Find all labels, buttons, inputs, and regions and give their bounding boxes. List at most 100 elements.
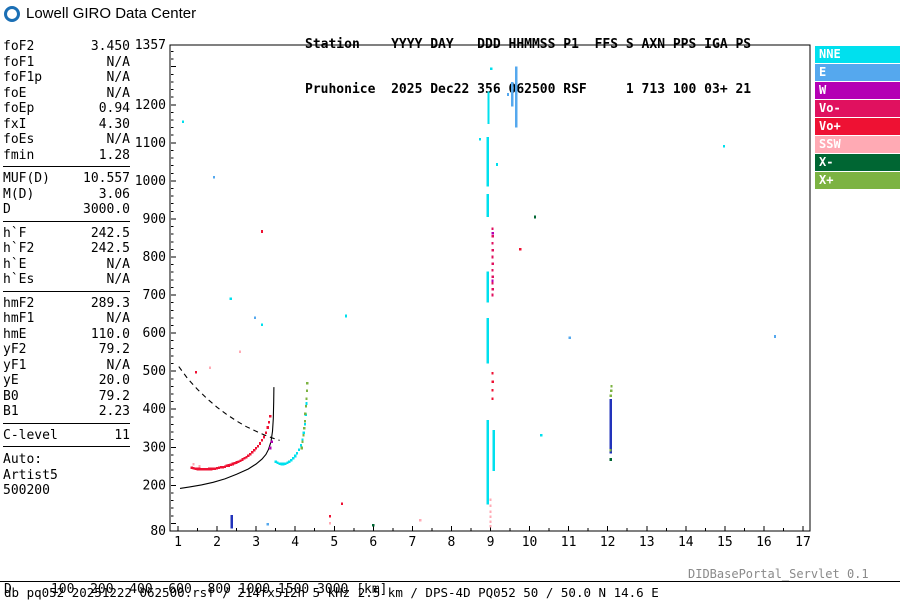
echo-strip-rfi-9p6mhz bbox=[511, 81, 514, 107]
y-tick-label: 1200 bbox=[135, 98, 166, 113]
legend-item-nne: NNE bbox=[815, 46, 900, 63]
echo-dot-o-trace bbox=[190, 466, 193, 470]
echo-dot-o-trace bbox=[194, 467, 197, 470]
echo-dot-noise-ssw bbox=[489, 515, 492, 519]
echo-dot-noise-nne bbox=[229, 297, 232, 301]
legend-item-voplus: Vo+ bbox=[815, 118, 900, 135]
parameter-row-h`f2: h`F2 242.5 bbox=[3, 241, 130, 257]
echo-dot-o-trace bbox=[219, 466, 223, 469]
echo-dot-noise-ssw bbox=[328, 522, 332, 525]
echo-dot-spread-vo-minus bbox=[491, 255, 494, 259]
x-tick-label: 2 bbox=[213, 535, 221, 550]
echo-dot-x-cusp bbox=[303, 420, 307, 423]
echo-dot-x-trace bbox=[302, 431, 305, 435]
x-tick-label: 17 bbox=[795, 535, 811, 550]
parameter-row-hme: hmE 110.0 bbox=[3, 327, 130, 343]
echo-dot-spread-vo-plus bbox=[194, 370, 198, 374]
parameter-group: C-level 11 bbox=[3, 427, 130, 447]
parameter-value: N/A bbox=[106, 272, 130, 287]
echo-dot-o-trace bbox=[241, 458, 244, 461]
echo-dot-noise-w bbox=[491, 232, 494, 235]
echo-dot-o-trace bbox=[200, 468, 203, 471]
x-tick-label: 16 bbox=[756, 535, 772, 550]
y-tick-label: 300 bbox=[143, 440, 166, 455]
parameter-label: foE bbox=[3, 85, 27, 101]
parameter-panel: foF2 3.450 foF1 N/A foF1p N/A foE N/A foEp 0.94 fx… bbox=[3, 38, 130, 499]
echo-strip-rfi-9p6mhz bbox=[515, 66, 518, 128]
x-tick-label: 1 bbox=[174, 535, 182, 550]
echo-strip-es-bottom bbox=[230, 515, 234, 529]
echo-dot-o-trace bbox=[231, 462, 234, 466]
parameter-label: yF2 bbox=[3, 342, 27, 357]
parameter-label: h`F bbox=[3, 225, 27, 241]
brand: Lowell GIRO Data Center bbox=[4, 5, 196, 22]
parameter-value: 242.5 bbox=[90, 241, 130, 256]
echo-dot-spread-vo-plus bbox=[491, 388, 494, 392]
echo-dot-o-trace bbox=[249, 452, 252, 456]
echo-dot-o-trace bbox=[258, 442, 262, 445]
echo-dot-x-cusp bbox=[305, 389, 309, 393]
station-header-columns: Station YYYY DAY DDD HHMMSS P1 FFS S AXN… bbox=[305, 37, 752, 52]
y-tick-label: 200 bbox=[143, 478, 166, 493]
parameter-row-m(d): M(D) 3.06 bbox=[3, 187, 130, 203]
y-tick-label: 700 bbox=[143, 288, 166, 303]
echo-dot-o-trace bbox=[237, 460, 240, 464]
echo-dot-o-trace bbox=[202, 468, 205, 471]
parameter-value: 289.3 bbox=[90, 295, 130, 311]
echo-dot-x-cusp bbox=[304, 412, 307, 416]
echo-dot-o-trace bbox=[192, 466, 195, 470]
echo-dot-o-trace bbox=[247, 454, 250, 457]
parameter-value: 79.2 bbox=[98, 388, 130, 404]
echo-dot-o-trace bbox=[212, 467, 215, 470]
echo-dot-noise-e bbox=[212, 176, 216, 179]
parameter-value: 2.23 bbox=[98, 404, 130, 419]
echo-dot-spread-vo-plus bbox=[260, 230, 264, 233]
echo-dot-x-cusp bbox=[301, 440, 304, 443]
parameter-value: 242.5 bbox=[90, 225, 130, 241]
x-tick-label: 11 bbox=[561, 535, 577, 550]
echo-dot-x-trace bbox=[280, 462, 283, 466]
echo-dot-noise-nne bbox=[490, 67, 493, 70]
parameter-value: 3000.0 bbox=[83, 202, 130, 217]
echo-dot-x-trace bbox=[288, 460, 291, 464]
x-tick-label: 12 bbox=[600, 535, 616, 550]
echo-dot-spread-vo-minus bbox=[491, 227, 494, 231]
parameter-row-fof1: foF1 N/A bbox=[3, 55, 130, 71]
parameter-row-h`e: h`E N/A bbox=[3, 257, 130, 273]
y-tick-label: 800 bbox=[143, 250, 166, 265]
parameter-value: N/A bbox=[106, 357, 130, 373]
echo-dot-o-trace bbox=[229, 463, 232, 467]
echo-dot-o-trace bbox=[227, 464, 230, 467]
echo-dot-x-trace bbox=[303, 423, 307, 426]
parameter-value: N/A bbox=[106, 311, 130, 326]
parameter-row-ye: yE 20.0 bbox=[3, 373, 130, 389]
echo-dot-noise-nne bbox=[478, 138, 482, 141]
x-tick-label: 14 bbox=[678, 535, 694, 550]
x-tick-label: 3 bbox=[252, 535, 260, 550]
parameter-label: h`F2 bbox=[3, 241, 35, 256]
echo-strip-rfi-9mhz bbox=[492, 430, 495, 471]
echo-dot-o-trace bbox=[266, 426, 269, 429]
station-header-values: Pruhonice 2025 Dec22 356 062500 RSF 1 71… bbox=[305, 82, 752, 97]
echo-dot-x-cusp bbox=[305, 397, 308, 400]
echo-dot-o-trace bbox=[267, 420, 271, 424]
parameter-group: h`F 242.5 h`F2 242.5 h`E N/A h`Es N/A bbox=[3, 225, 130, 292]
parameter-label: h`E bbox=[3, 256, 27, 272]
y-tick-label: 500 bbox=[143, 364, 166, 379]
echo-dot-noise-e bbox=[773, 335, 776, 338]
parameter-value: N/A bbox=[106, 85, 130, 101]
echo-dot-x-plus-12mhz bbox=[609, 449, 612, 452]
echo-dot-x-cusp bbox=[300, 446, 303, 450]
parameter-label: hmF2 bbox=[3, 295, 35, 311]
parameter-value: 20.0 bbox=[98, 373, 130, 388]
legend-item-xminus: X- bbox=[815, 154, 900, 171]
parameter-label: yE bbox=[3, 373, 19, 388]
parameter-label: B1 bbox=[3, 404, 19, 419]
y-tick-label: 1100 bbox=[135, 136, 166, 151]
parameter-value: 4.30 bbox=[98, 116, 130, 132]
echo-dot-o-trace bbox=[243, 457, 246, 460]
auto-scaler-line: Auto: bbox=[3, 452, 43, 467]
y-tick-label: 900 bbox=[143, 212, 166, 227]
status-line: db pq052 20251222 062500.rsf / 214fx512h… bbox=[4, 585, 659, 600]
